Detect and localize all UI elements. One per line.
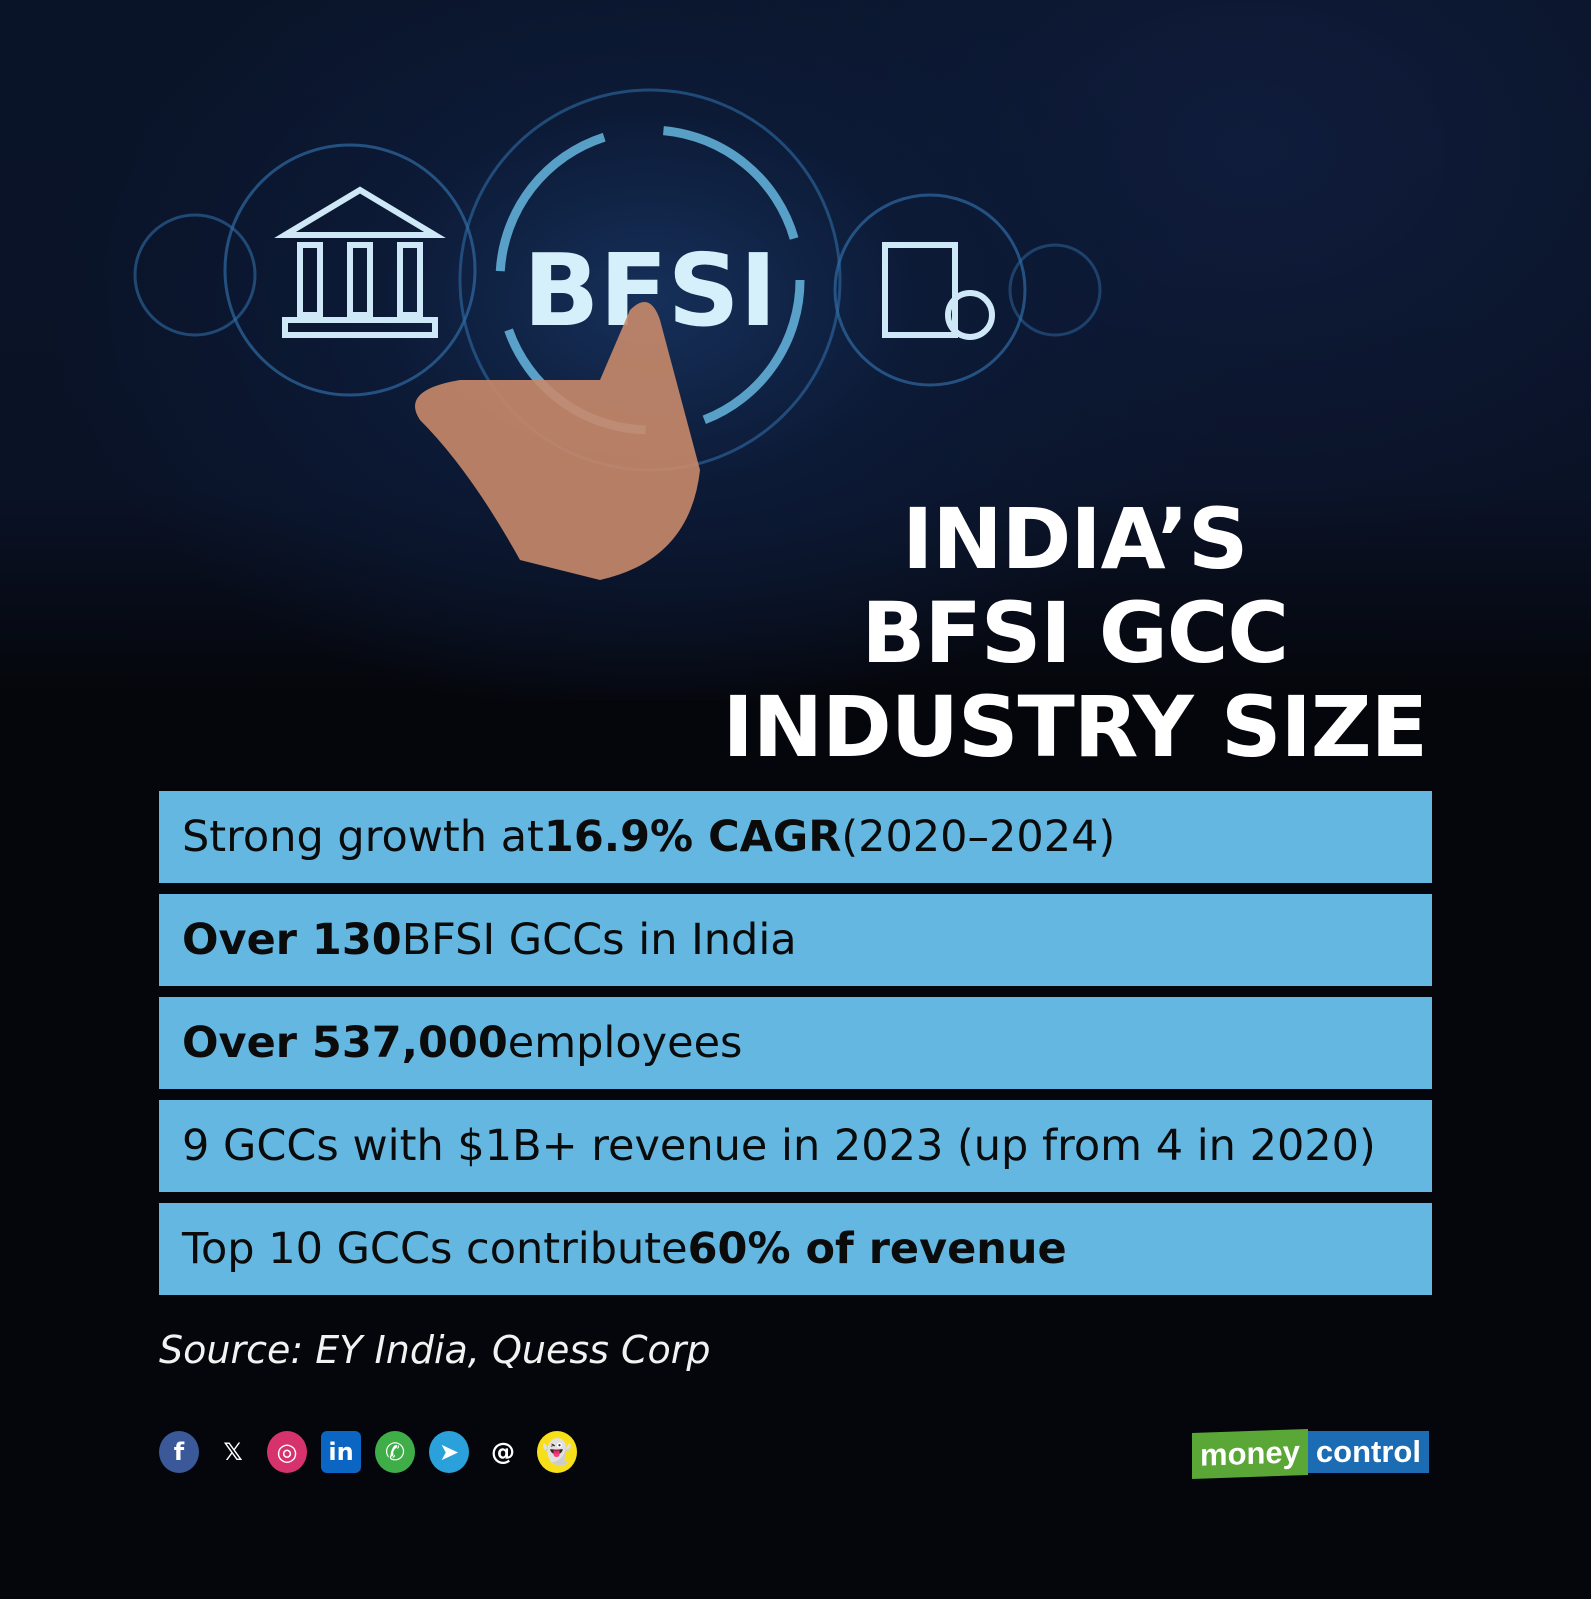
headline-line: INDUSTRY SIZE [722,678,1428,776]
moneycontrol-logo: money control [1192,1428,1429,1480]
linkedin-icon[interactable]: in [321,1431,361,1473]
logo-part-money: money [1192,1428,1308,1480]
fact-text: (2020–2024) [841,812,1116,862]
headline: INDIA’S BFSI GCC INDUSTRY SIZE [723,492,1428,774]
snapchat-icon[interactable]: 👻 [537,1431,577,1473]
fact-text: Top 10 GCCs contribute [182,1224,688,1274]
source-note: Source: EY India, Quess Corp [159,1328,711,1372]
x-icon[interactable]: 𝕏 [213,1431,253,1473]
fact-highlight: Over 130 [182,915,402,965]
fact-row: Over 130 BFSI GCCs in India [159,894,1432,986]
whatsapp-icon[interactable]: ✆ [375,1431,415,1473]
fact-highlight: Over 537,000 [182,1018,508,1068]
fact-row: Over 537,000 employees [159,997,1432,1089]
social-icons: f 𝕏 ◎ in ✆ ➤ @ 👻 [159,1431,577,1473]
hero-image: BFSI [0,0,1591,700]
instagram-icon[interactable]: ◎ [267,1431,307,1473]
headline-line: BFSI GCC [861,584,1289,682]
fact-list: Strong growth at 16.9% CAGR (2020–2024) … [159,791,1432,1306]
fact-text: Strong growth at [182,812,544,862]
logo-part-control: control [1307,1431,1429,1473]
fact-row: Strong growth at 16.9% CAGR (2020–2024) [159,791,1432,883]
bfsi-illustration: BFSI [133,88,1102,580]
fact-text: 9 GCCs with $1B+ revenue in 2023 (up fro… [182,1121,1376,1171]
facebook-icon[interactable]: f [159,1431,199,1473]
fact-highlight: 16.9% CAGR [543,812,842,862]
headline-line: INDIA’S [902,490,1248,588]
fact-row: Top 10 GCCs contribute 60% of revenue [159,1203,1432,1295]
fact-highlight: 60% of revenue [687,1224,1067,1274]
fact-text: BFSI GCCs in India [401,915,797,965]
fact-text: employees [507,1018,743,1068]
fact-row: 9 GCCs with $1B+ revenue in 2023 (up fro… [159,1100,1432,1192]
telegram-icon[interactable]: ➤ [429,1431,469,1473]
threads-icon[interactable]: @ [483,1431,523,1473]
